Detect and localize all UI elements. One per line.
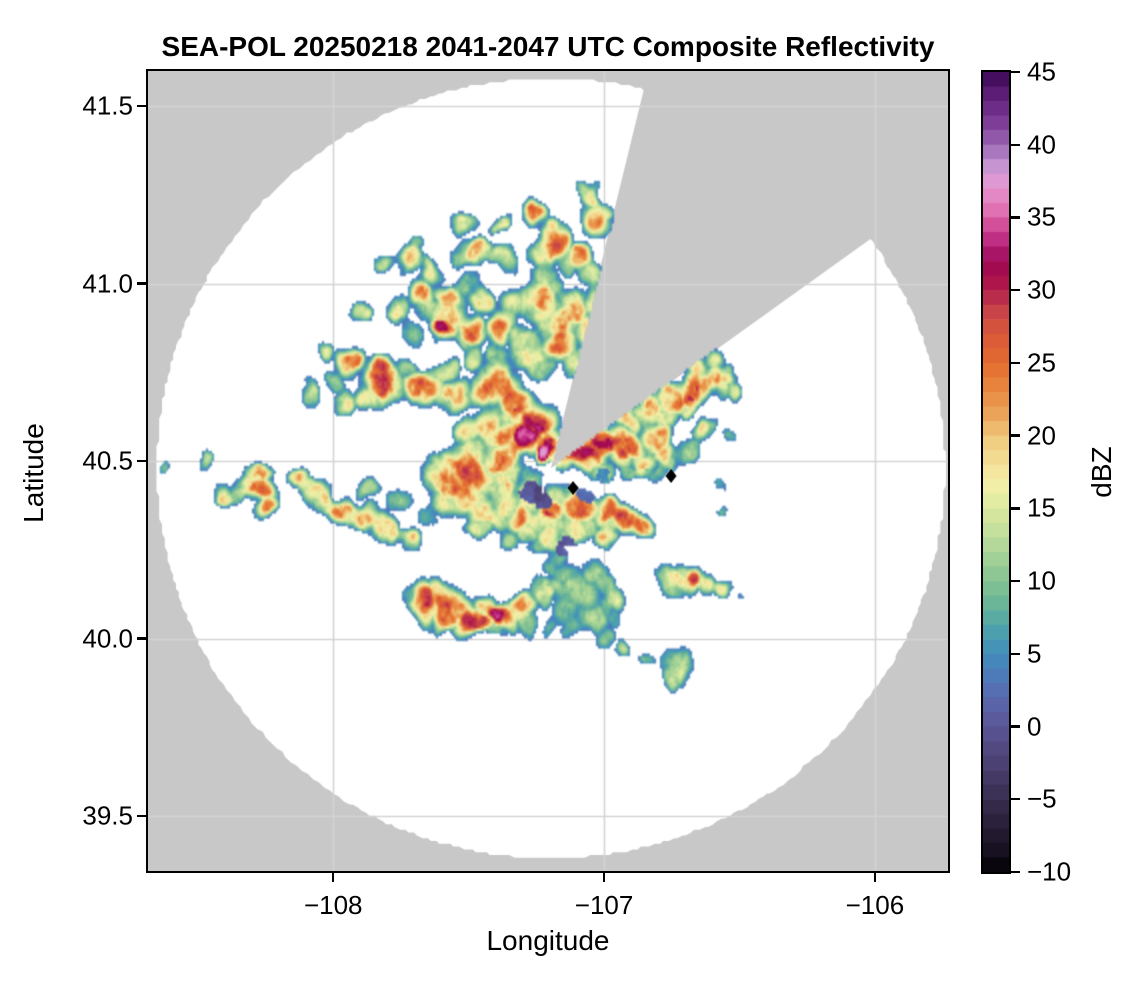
colorbar-label: dBZ (1086, 446, 1117, 498)
colorbar-tick-label: 20 (1027, 420, 1056, 451)
plot-title: SEA-POL 20250218 2041-2047 UTC Composite… (161, 31, 935, 62)
x-tick-mark (602, 873, 606, 882)
colorbar-tick-label: 10 (1027, 565, 1056, 596)
colorbar-tick-mark (1011, 652, 1020, 655)
reflectivity-map (148, 71, 948, 871)
y-tick-mark (137, 637, 146, 640)
colorbar-tick-mark (1011, 579, 1020, 583)
y-axis-label: Latitude (18, 423, 49, 523)
colorbar-tick-mark (1011, 143, 1020, 146)
colorbar-tick-mark (1011, 434, 1020, 437)
colorbar-tick-label: −5 (1027, 783, 1057, 814)
colorbar-tick-label: 15 (1027, 492, 1056, 523)
x-tick-label: −108 (303, 890, 363, 920)
x-axis-label: Longitude (486, 925, 610, 956)
colorbar-tick-mark (1011, 798, 1020, 801)
colorbar-tick-label: 45 (1027, 56, 1056, 87)
colorbar-tick-mark (1011, 507, 1020, 510)
y-tick-label: 40.5 (82, 445, 133, 476)
colorbar-tick-mark (1011, 361, 1020, 365)
x-tick-mark (873, 873, 877, 882)
y-tick-mark (137, 282, 146, 285)
colorbar-tick-label: 30 (1027, 274, 1056, 305)
y-tick-mark (137, 814, 146, 818)
colorbar-tick-mark (1011, 288, 1020, 292)
colorbar-tick-mark (1011, 870, 1020, 874)
colorbar-tick-label: 35 (1027, 201, 1056, 232)
y-tick-label: 40.0 (82, 623, 133, 654)
x-tick-mark (332, 873, 335, 882)
x-tick-label: −106 (845, 890, 905, 920)
y-tick-label: 41.5 (82, 90, 133, 121)
colorbar (983, 72, 1009, 872)
colorbar-tick-mark (1011, 725, 1020, 728)
y-tick-mark (137, 104, 146, 108)
colorbar-tick-label: 5 (1027, 638, 1042, 669)
y-tick-label: 41.0 (82, 268, 133, 299)
y-tick-label: 39.5 (82, 800, 133, 831)
colorbar-tick-label: 25 (1027, 347, 1056, 378)
colorbar-tick-mark (1011, 216, 1020, 219)
y-tick-mark (137, 459, 146, 463)
colorbar-tick-label: 0 (1027, 711, 1042, 742)
colorbar-tick-label: 40 (1027, 129, 1056, 160)
x-tick-label: −107 (574, 890, 634, 920)
colorbar-tick-label: −10 (1027, 856, 1072, 887)
colorbar-tick-mark (1011, 70, 1020, 74)
